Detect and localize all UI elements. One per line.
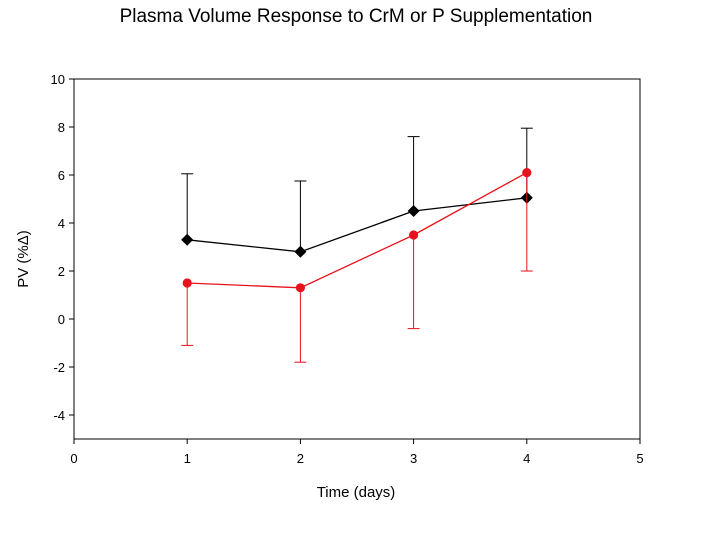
x-tick-label: 0 xyxy=(70,451,77,466)
x-tick-label: 4 xyxy=(523,451,530,466)
chart-title: Plasma Volume Response to CrM or P Suppl… xyxy=(120,6,593,27)
series-2 xyxy=(181,168,533,363)
y-tick-label: 4 xyxy=(58,216,65,231)
x-tick-label: 1 xyxy=(184,451,191,466)
series-line xyxy=(187,197,527,253)
y-tick-label: -2 xyxy=(53,360,65,375)
plot-frame xyxy=(73,78,641,440)
data-point xyxy=(295,283,305,293)
x-tick-label: 5 xyxy=(636,451,643,466)
series-layer xyxy=(181,127,533,363)
x-tick-label: 3 xyxy=(410,451,417,466)
data-point xyxy=(294,245,307,258)
y-tick-label: 0 xyxy=(58,312,65,327)
x-axis: 0 1 2 3 4 5 xyxy=(70,439,644,466)
plot-border xyxy=(73,78,641,440)
data-point xyxy=(181,233,194,246)
data-point xyxy=(182,278,192,288)
series-1 xyxy=(181,127,533,258)
x-tick-label: 2 xyxy=(297,451,304,466)
y-axis-label: PV (%Δ) xyxy=(15,230,32,288)
y-tick-label: -4 xyxy=(53,408,65,423)
y-tick-label: 6 xyxy=(58,168,65,183)
y-tick-label: 8 xyxy=(58,120,65,135)
data-point xyxy=(522,168,532,178)
data-point xyxy=(409,230,419,240)
y-axis: -4 -2 0 2 4 6 8 10 xyxy=(51,72,74,423)
y-tick-label: 2 xyxy=(58,264,65,279)
data-point xyxy=(407,205,420,217)
y-tick-label: 10 xyxy=(51,72,65,87)
x-axis-label: Time (days) xyxy=(317,484,396,501)
series-line xyxy=(187,172,528,289)
